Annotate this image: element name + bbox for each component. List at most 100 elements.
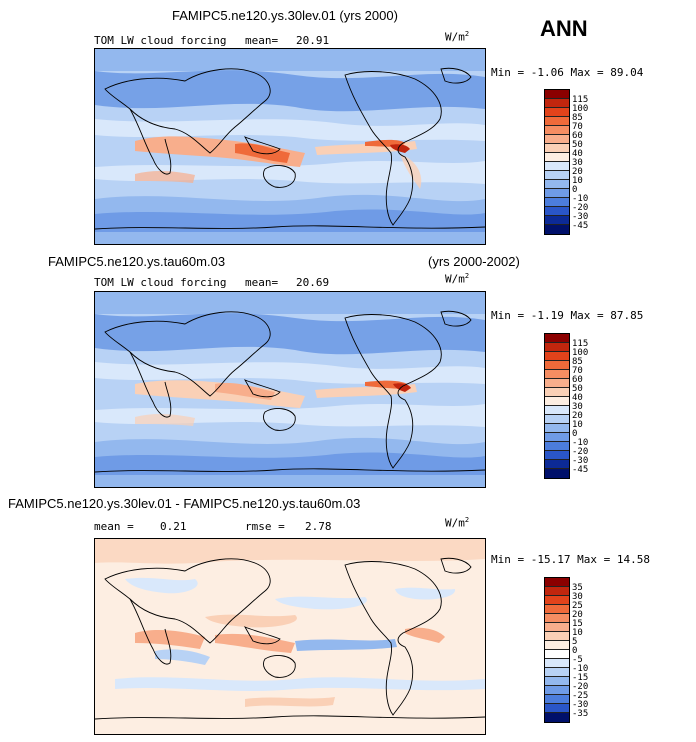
colorbar-swatch xyxy=(545,668,569,677)
colorbar-tick-label: 15 xyxy=(572,619,583,629)
panel2-map-field xyxy=(95,292,485,487)
panel2-mean-value: 20.69 xyxy=(296,276,330,289)
colorbar-swatch xyxy=(545,650,569,659)
colorbar-tick-label: 85 xyxy=(572,357,583,367)
panel1-case-title: FAMIPC5.ne120.ys.30lev.01 (yrs 2000) xyxy=(172,8,398,23)
colorbar-tick-label: -10 xyxy=(572,438,589,448)
colorbar-tick-label: 70 xyxy=(572,366,583,376)
colorbar-swatch xyxy=(545,659,569,668)
panel2-map xyxy=(94,291,486,488)
colorbar-tick-label: 100 xyxy=(572,348,589,358)
colorbar-tick-label: 50 xyxy=(572,140,583,150)
colorbar-tick-label: 0 xyxy=(572,185,578,195)
colorbar-tick-label: 50 xyxy=(572,384,583,394)
colorbar-swatch xyxy=(545,388,569,397)
colorbar-swatch xyxy=(545,162,569,171)
colorbar-tick-label: -45 xyxy=(572,465,589,475)
panel2-variable: TOM LW cloud forcing xyxy=(94,276,227,289)
panel1-mean-label: mean= xyxy=(245,34,279,47)
panel3-map-field xyxy=(95,539,485,734)
colorbar-swatch xyxy=(545,677,569,686)
panel2-minmax: Min = -1.19 Max = 87.85 xyxy=(491,309,644,322)
colorbar-tick-label: -5 xyxy=(572,655,583,665)
colorbar-swatch xyxy=(545,406,569,415)
panel3-mean-value: 0.21 xyxy=(160,520,187,533)
colorbar-swatch xyxy=(545,189,569,198)
colorbar-tick-label: 60 xyxy=(572,375,583,385)
colorbar-tick-label: 85 xyxy=(572,113,583,123)
colorbar-swatch xyxy=(545,451,569,460)
colorbar-tick-label: 20 xyxy=(572,610,583,620)
colorbar-tick-label: 20 xyxy=(572,411,583,421)
colorbar-swatch xyxy=(545,460,569,469)
panel1-colorbar xyxy=(544,89,570,235)
colorbar-tick-label: -20 xyxy=(572,203,589,213)
panel3-rmse-value: 2.78 xyxy=(305,520,332,533)
colorbar-tick-label: -10 xyxy=(572,664,589,674)
colorbar-tick-label: 25 xyxy=(572,601,583,611)
colorbar-swatch xyxy=(545,578,569,587)
colorbar-tick-label: 10 xyxy=(572,420,583,430)
colorbar-tick-label: 10 xyxy=(572,176,583,186)
panel3-colorbar-swatches xyxy=(545,578,569,722)
panel3-case-title: FAMIPC5.ne120.ys.30lev.01 - FAMIPC5.ne12… xyxy=(8,496,361,511)
colorbar-swatch xyxy=(545,713,569,722)
colorbar-swatch xyxy=(545,361,569,370)
panel2-colorbar-labels: 115 100 85 70 60 50 40 30 20 10 0 -10 -20 -30 -45 xyxy=(572,340,588,475)
colorbar-swatch xyxy=(545,108,569,117)
colorbar-swatch xyxy=(545,207,569,216)
colorbar-tick-label: -30 xyxy=(572,212,589,222)
colorbar-tick-label: 35 xyxy=(572,583,583,593)
colorbar-swatch xyxy=(545,126,569,135)
colorbar-tick-label: 0 xyxy=(572,646,578,656)
colorbar-tick-label: -30 xyxy=(572,700,589,710)
colorbar-tick-label: -25 xyxy=(572,691,589,701)
panel1-minmax: Min = -1.06 Max = 89.04 xyxy=(491,66,644,79)
colorbar-swatch xyxy=(545,171,569,180)
colorbar-swatch xyxy=(545,343,569,352)
colorbar-tick-label: 115 xyxy=(572,339,589,349)
panel1-colorbar-labels: 115 100 85 70 60 50 40 30 20 10 0 -10 -20 -30 -45 xyxy=(572,96,588,231)
colorbar-tick-label: 30 xyxy=(572,592,583,602)
colorbar-swatch xyxy=(545,135,569,144)
colorbar-swatch xyxy=(545,686,569,695)
panel3-colorbar xyxy=(544,577,570,723)
colorbar-swatch xyxy=(545,587,569,596)
colorbar-tick-label: -20 xyxy=(572,682,589,692)
colorbar-swatch xyxy=(545,704,569,713)
panel2-units: W/m2 xyxy=(445,272,470,286)
colorbar-tick-label: -20 xyxy=(572,447,589,457)
colorbar-tick-label: 5 xyxy=(572,637,578,647)
colorbar-swatch xyxy=(545,334,569,343)
colorbar-swatch xyxy=(545,397,569,406)
colorbar-tick-label: 60 xyxy=(572,131,583,141)
colorbar-swatch xyxy=(545,144,569,153)
colorbar-tick-label: -45 xyxy=(572,221,589,231)
colorbar-tick-label: 115 xyxy=(572,95,589,105)
panel3-minmax: Min = -15.17 Max = 14.58 xyxy=(491,553,650,566)
colorbar-tick-label: 30 xyxy=(572,158,583,168)
panel2-years: (yrs 2000-2002) xyxy=(428,254,520,269)
panel1-map xyxy=(94,48,486,245)
panel1-colorbar-swatches xyxy=(545,90,569,234)
panel2-colorbar xyxy=(544,333,570,479)
season-label: ANN xyxy=(540,16,588,41)
panel3-colorbar-labels: 35 30 25 20 15 10 5 0 -5 -10 -15 -20 -25 -30 -35 xyxy=(572,584,588,719)
colorbar-swatch xyxy=(545,180,569,189)
colorbar-swatch xyxy=(545,225,569,234)
colorbar-tick-label: 70 xyxy=(572,122,583,132)
panel3-rmse-label: rmse = xyxy=(245,520,285,533)
colorbar-tick-label: 10 xyxy=(572,628,583,638)
colorbar-swatch xyxy=(545,424,569,433)
colorbar-tick-label: -15 xyxy=(572,673,589,683)
colorbar-tick-label: 30 xyxy=(572,402,583,412)
colorbar-swatch xyxy=(545,352,569,361)
colorbar-swatch xyxy=(545,153,569,162)
panel1-units: W/m2 xyxy=(445,30,470,44)
colorbar-swatch xyxy=(545,695,569,704)
colorbar-swatch xyxy=(545,623,569,632)
panel3-mean-label: mean = xyxy=(94,520,134,533)
colorbar-tick-label: 40 xyxy=(572,393,583,403)
colorbar-tick-label: 0 xyxy=(572,429,578,439)
colorbar-tick-label: 20 xyxy=(572,167,583,177)
